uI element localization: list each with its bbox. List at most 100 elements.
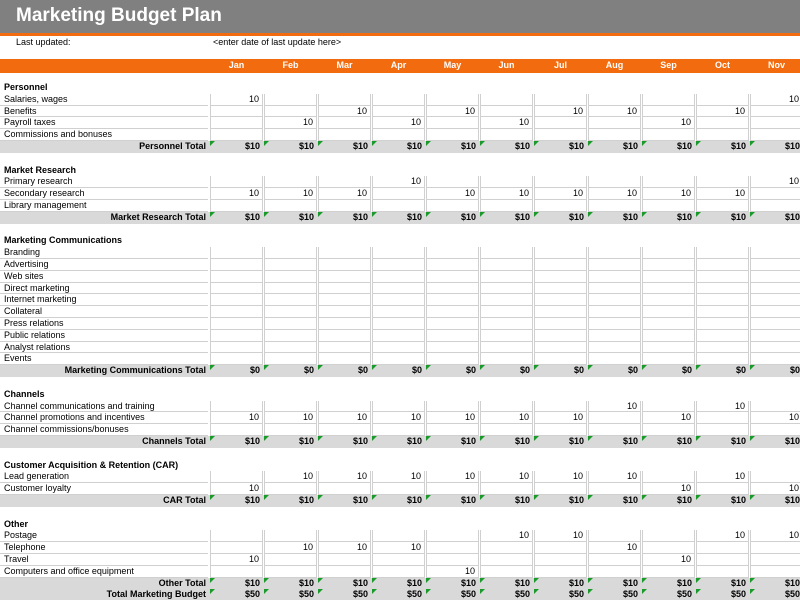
cell[interactable]: [318, 424, 371, 436]
cell[interactable]: [210, 282, 263, 295]
cell[interactable]: [588, 200, 641, 212]
cell[interactable]: 10: [480, 471, 533, 484]
cell[interactable]: [750, 400, 800, 413]
cell[interactable]: [372, 530, 425, 543]
cell[interactable]: [264, 129, 317, 141]
cell[interactable]: [480, 341, 533, 354]
cell[interactable]: [264, 306, 317, 318]
cell[interactable]: [480, 200, 533, 212]
cell[interactable]: [696, 200, 749, 212]
cell[interactable]: [210, 176, 263, 189]
cell[interactable]: 10: [426, 105, 479, 118]
cell[interactable]: [642, 129, 695, 141]
cell[interactable]: [210, 117, 263, 130]
cell[interactable]: [318, 530, 371, 543]
cell[interactable]: [480, 247, 533, 259]
cell[interactable]: [318, 247, 371, 259]
cell[interactable]: [372, 400, 425, 413]
cell[interactable]: [750, 200, 800, 212]
cell[interactable]: 10: [210, 188, 263, 200]
cell[interactable]: [480, 282, 533, 295]
cell[interactable]: [696, 412, 749, 425]
cell[interactable]: [642, 93, 695, 106]
cell[interactable]: [588, 530, 641, 543]
cell[interactable]: 10: [642, 188, 695, 200]
cell[interactable]: [426, 554, 479, 566]
cell[interactable]: [750, 471, 800, 484]
cell[interactable]: [372, 282, 425, 295]
cell[interactable]: [750, 341, 800, 354]
cell[interactable]: [696, 483, 749, 495]
cell[interactable]: [696, 93, 749, 106]
cell[interactable]: [696, 247, 749, 259]
cell[interactable]: [264, 318, 317, 330]
cell[interactable]: [480, 483, 533, 495]
cell[interactable]: [534, 93, 587, 106]
cell[interactable]: [534, 129, 587, 141]
cell[interactable]: [372, 424, 425, 436]
cell[interactable]: [264, 341, 317, 354]
cell[interactable]: [426, 282, 479, 295]
cell[interactable]: 10: [210, 554, 263, 566]
cell[interactable]: 10: [588, 105, 641, 118]
cell[interactable]: [750, 294, 800, 307]
cell[interactable]: [696, 306, 749, 318]
cell[interactable]: [210, 200, 263, 212]
cell[interactable]: [588, 329, 641, 342]
cell[interactable]: [318, 270, 371, 283]
cell[interactable]: [588, 117, 641, 130]
cell[interactable]: [426, 318, 479, 330]
cell[interactable]: [318, 306, 371, 318]
cell[interactable]: [534, 353, 587, 366]
cell[interactable]: [696, 176, 749, 189]
cell[interactable]: [480, 270, 533, 283]
cell[interactable]: [750, 318, 800, 330]
cell[interactable]: [534, 542, 587, 554]
cell[interactable]: [750, 188, 800, 200]
cell[interactable]: [426, 424, 479, 436]
cell[interactable]: 10: [426, 565, 479, 578]
cell[interactable]: [642, 471, 695, 484]
cell[interactable]: [372, 105, 425, 118]
cell[interactable]: [318, 554, 371, 566]
cell[interactable]: [318, 353, 371, 366]
cell[interactable]: [264, 259, 317, 271]
cell[interactable]: 10: [696, 105, 749, 118]
cell[interactable]: [588, 176, 641, 189]
cell[interactable]: [426, 259, 479, 271]
cell[interactable]: [480, 105, 533, 118]
cell[interactable]: [480, 306, 533, 318]
cell[interactable]: 10: [750, 412, 800, 425]
cell[interactable]: [318, 483, 371, 495]
cell[interactable]: [480, 542, 533, 554]
cell[interactable]: [534, 400, 587, 413]
cell[interactable]: [642, 530, 695, 543]
cell[interactable]: 10: [534, 188, 587, 200]
cell[interactable]: [696, 353, 749, 366]
cell[interactable]: [534, 247, 587, 259]
cell[interactable]: [426, 247, 479, 259]
cell[interactable]: [588, 412, 641, 425]
cell[interactable]: [480, 400, 533, 413]
cell[interactable]: [264, 400, 317, 413]
cell[interactable]: [372, 259, 425, 271]
cell[interactable]: [372, 188, 425, 200]
cell[interactable]: [210, 294, 263, 307]
cell[interactable]: 10: [264, 542, 317, 554]
cell[interactable]: [264, 329, 317, 342]
cell[interactable]: [372, 93, 425, 106]
cell[interactable]: [588, 259, 641, 271]
cell[interactable]: [750, 565, 800, 578]
cell[interactable]: [534, 282, 587, 295]
cell[interactable]: [480, 129, 533, 141]
cell[interactable]: [426, 200, 479, 212]
cell[interactable]: [588, 341, 641, 354]
cell[interactable]: [480, 294, 533, 307]
cell[interactable]: 10: [534, 105, 587, 118]
cell[interactable]: [210, 105, 263, 118]
cell[interactable]: [642, 424, 695, 436]
cell[interactable]: [264, 565, 317, 578]
cell[interactable]: [642, 247, 695, 259]
cell[interactable]: [750, 117, 800, 130]
cell[interactable]: 10: [750, 176, 800, 189]
